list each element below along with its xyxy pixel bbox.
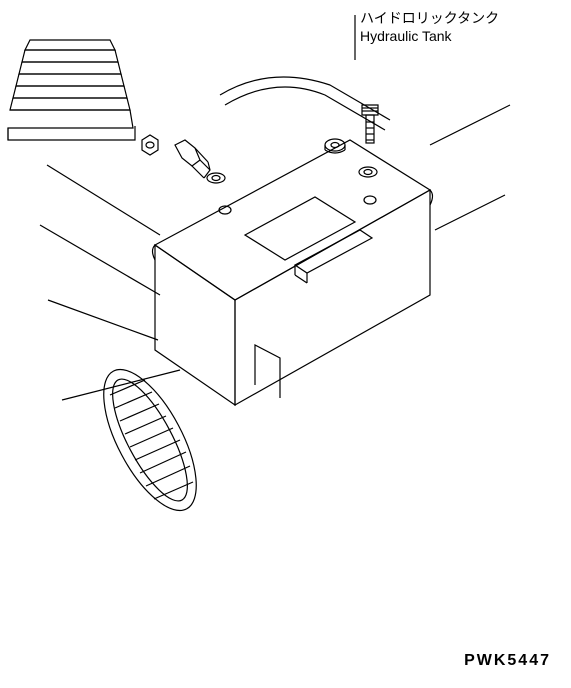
washer-2	[359, 167, 377, 177]
hose-outer	[220, 77, 390, 120]
hose-inner	[225, 87, 385, 130]
ref-line-4	[62, 370, 180, 400]
ref-line-1	[47, 165, 160, 235]
component-label-en: Hydraulic Tank	[360, 28, 499, 44]
foot-pedal	[85, 356, 215, 524]
document-number: PWK5447	[464, 652, 551, 670]
ref-line-6	[435, 195, 505, 230]
ref-line-5	[430, 105, 510, 145]
ref-line-2	[40, 225, 160, 295]
ref-line-3	[48, 300, 158, 340]
washer-1	[207, 173, 225, 183]
bolt-1	[175, 140, 210, 178]
technical-drawing	[0, 0, 571, 688]
joystick-boot	[8, 40, 135, 140]
diagram-root: ハイドロリックタンク Hydraulic Tank PWK5447	[0, 0, 571, 688]
cover-panel	[153, 140, 433, 405]
component-label: ハイドロリックタンク Hydraulic Tank	[360, 8, 499, 44]
hex-nut-2	[325, 139, 345, 153]
component-label-jp: ハイドロリックタンク	[360, 8, 499, 28]
hex-nut-1	[142, 135, 158, 155]
